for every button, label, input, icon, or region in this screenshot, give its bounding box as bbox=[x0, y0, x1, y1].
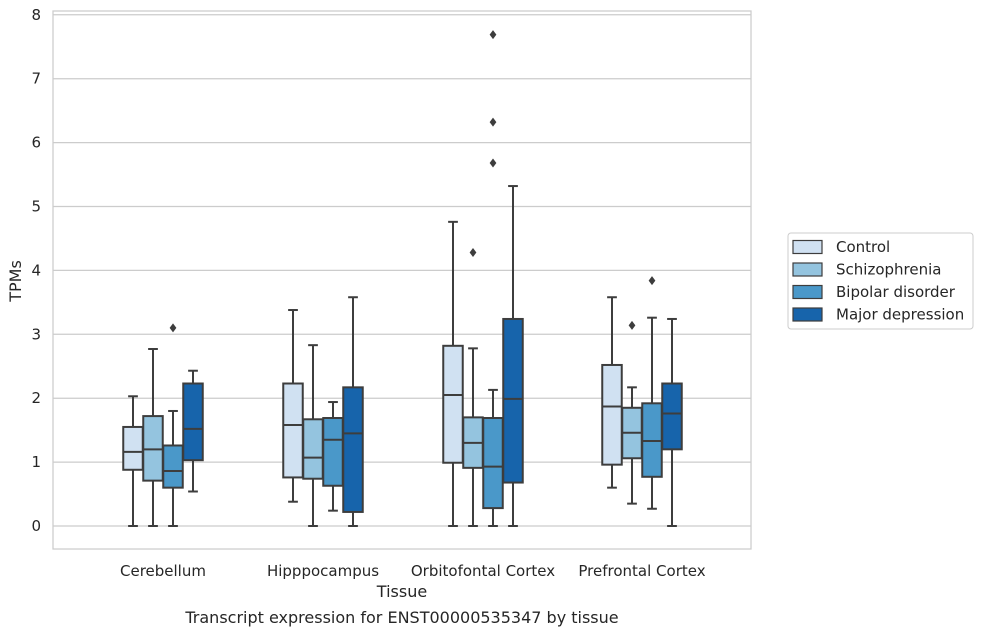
legend-label-2: Schizophrenia bbox=[836, 261, 941, 279]
iqr-box bbox=[162, 444, 184, 489]
iqr-box bbox=[661, 382, 683, 451]
box-2-series-3 bbox=[322, 401, 344, 512]
box-1-series-3 bbox=[162, 323, 184, 527]
iqr-box bbox=[122, 425, 144, 471]
iqr-box bbox=[601, 363, 623, 466]
y-axis-label: TPMs bbox=[6, 260, 25, 303]
iqr-box bbox=[322, 417, 344, 487]
iqr-box bbox=[502, 317, 524, 484]
iqr-box bbox=[482, 417, 504, 510]
outlier-point bbox=[648, 276, 656, 286]
legend-label-1: Control bbox=[836, 238, 890, 256]
iqr-box bbox=[442, 344, 464, 464]
box-3-series-4 bbox=[502, 185, 524, 527]
box-2-series-2 bbox=[302, 344, 324, 527]
y-tick-label-4: 4 bbox=[31, 261, 41, 279]
legend-frame bbox=[787, 232, 974, 330]
box-3-series-1 bbox=[442, 220, 464, 527]
x-tick-label-2: Hipppocampus bbox=[267, 562, 379, 580]
legend-label-3: Bipolar disorder bbox=[836, 283, 956, 301]
legend: Control Schizophrenia Bipolar disorder Majo… bbox=[787, 232, 974, 330]
boxes bbox=[122, 30, 683, 527]
y-tick-label-7: 7 bbox=[31, 70, 41, 88]
y-tick-label-2: 2 bbox=[31, 389, 41, 407]
outlier-point bbox=[169, 323, 177, 333]
box-4-series-3 bbox=[641, 276, 663, 510]
chart-caption: Transcript expression for ENST0000053534… bbox=[184, 608, 618, 627]
box-4-series-2 bbox=[621, 320, 643, 505]
legend-swatch-1 bbox=[792, 239, 823, 255]
y-tick-label-1: 1 bbox=[31, 453, 41, 471]
iqr-box bbox=[182, 382, 204, 462]
y-tick-label-6: 6 bbox=[31, 134, 41, 152]
box-1-series-4 bbox=[182, 369, 204, 493]
x-tick-label-4: Prefrontal Cortex bbox=[578, 562, 705, 580]
box-4-series-4 bbox=[661, 317, 683, 527]
outlier-point bbox=[489, 117, 497, 127]
iqr-box bbox=[342, 386, 364, 513]
legend-swatch-4 bbox=[792, 307, 823, 322]
x-tick-label-3: Orbitofontal Cortex bbox=[411, 562, 555, 580]
y-tick-label-8: 8 bbox=[31, 6, 41, 24]
x-axis-ticks: Cerebellum Hipppocampus Orbitofontal Corte… bbox=[120, 562, 706, 580]
outlier-point bbox=[469, 248, 477, 258]
box-2-series-4 bbox=[342, 296, 364, 527]
y-axis-ticks: 0 1 2 3 4 5 6 7 8 bbox=[31, 6, 41, 535]
box-1-series-2 bbox=[142, 347, 164, 527]
outlier-point bbox=[628, 320, 636, 330]
x-axis-label: Tissue bbox=[376, 582, 427, 601]
y-tick-label-3: 3 bbox=[31, 325, 41, 343]
x-tick-label-1: Cerebellum bbox=[120, 562, 206, 580]
iqr-box bbox=[282, 382, 304, 479]
box-3-series-2 bbox=[462, 248, 484, 527]
iqr-box bbox=[302, 418, 324, 480]
y-tick-label-0: 0 bbox=[31, 517, 41, 535]
outlier-point bbox=[489, 158, 497, 168]
y-tick-label-5: 5 bbox=[31, 198, 41, 216]
legend-items: Control Schizophrenia Bipolar disorder Majo… bbox=[792, 238, 964, 324]
legend-label-4: Major depression bbox=[836, 306, 964, 324]
outlier-point bbox=[489, 30, 497, 40]
legend-swatch-3 bbox=[792, 284, 823, 300]
legend-swatch-2 bbox=[792, 262, 823, 277]
box-1-series-1 bbox=[122, 395, 144, 527]
